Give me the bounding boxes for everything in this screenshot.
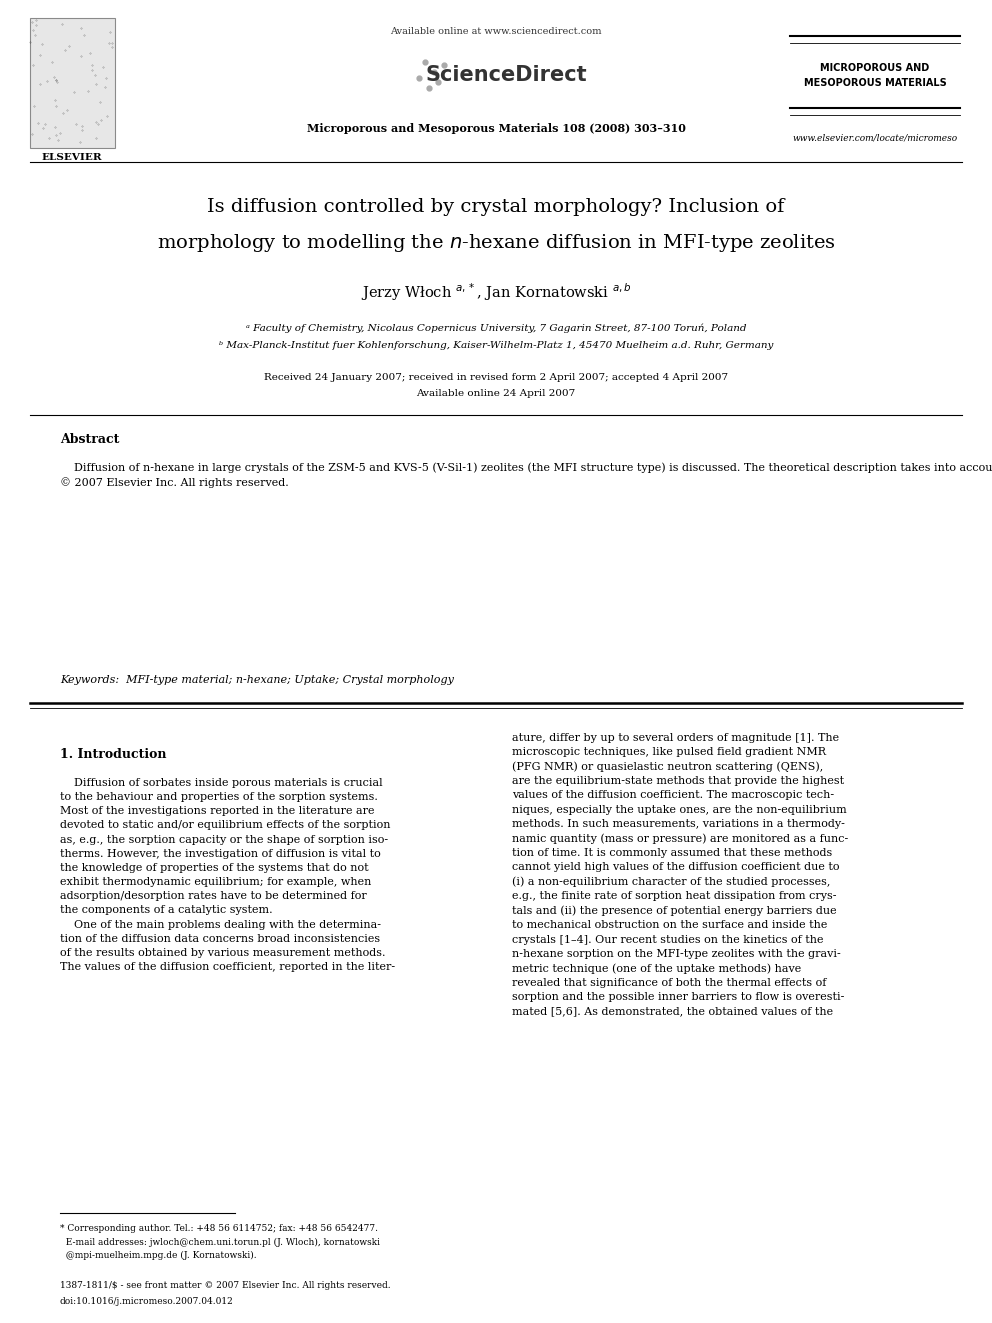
Text: ᵃ Faculty of Chemistry, Nicolaus Copernicus University, 7 Gagarin Street, 87-100: ᵃ Faculty of Chemistry, Nicolaus Coperni… [246,323,746,333]
Text: MICROPOROUS AND: MICROPOROUS AND [820,64,930,73]
Text: Available online 24 April 2007: Available online 24 April 2007 [417,389,575,397]
Text: Diffusion of sorbates inside porous materials is crucial
to the behaviour and pr: Diffusion of sorbates inside porous mate… [60,778,395,972]
Bar [30,19,115,148]
Text: Is diffusion controlled by crystal morphology? Inclusion of: Is diffusion controlled by crystal morph… [207,198,785,216]
Text: ScienceDirect: ScienceDirect [426,65,586,85]
Text: morphology to modelling the $n$-hexane diffusion in MFI-type zeolites: morphology to modelling the $n$-hexane d… [157,232,835,254]
Text: Diffusion of n-hexane in large crystals of the ZSM-5 and KVS-5 (V-Sil-1) zeolite: Diffusion of n-hexane in large crystals … [60,462,992,488]
Text: Abstract: Abstract [60,434,119,446]
Text: 1. Introduction: 1. Introduction [60,749,167,762]
Text: ᵇ Max-Planck-Institut fuer Kohlenforschung, Kaiser-Wilhelm-Platz 1, 45470 Muelhe: ᵇ Max-Planck-Institut fuer Kohlenforschu… [219,341,773,351]
Text: E-mail addresses: jwloch@chem.uni.torun.pl (J. Wloch), kornatowski: E-mail addresses: jwloch@chem.uni.torun.… [60,1238,380,1248]
Text: www.elsevier.com/locate/micromeso: www.elsevier.com/locate/micromeso [793,134,957,143]
Text: Keywords:  MFI-type material; n-hexane; Uptake; Crystal morphology: Keywords: MFI-type material; n-hexane; U… [60,675,454,685]
Text: * Corresponding author. Tel.: +48 56 6114752; fax: +48 56 6542477.: * Corresponding author. Tel.: +48 56 611… [60,1224,378,1233]
Text: ELSEVIER: ELSEVIER [42,153,102,163]
Text: 1387-1811/$ - see front matter © 2007 Elsevier Inc. All rights reserved.: 1387-1811/$ - see front matter © 2007 El… [60,1282,391,1290]
Text: Received 24 January 2007; received in revised form 2 April 2007; accepted 4 Apri: Received 24 January 2007; received in re… [264,373,728,381]
Text: @mpi-muelheim.mpg.de (J. Kornatowski).: @mpi-muelheim.mpg.de (J. Kornatowski). [60,1252,257,1259]
Text: MESOPOROUS MATERIALS: MESOPOROUS MATERIALS [804,78,946,89]
Text: Jerzy Włoch $^{a,*}$, Jan Kornatowski $^{a,b}$: Jerzy Włoch $^{a,*}$, Jan Kornatowski $^… [360,282,632,303]
Text: doi:10.1016/j.micromeso.2007.04.012: doi:10.1016/j.micromeso.2007.04.012 [60,1297,234,1306]
Text: Microporous and Mesoporous Materials 108 (2008) 303–310: Microporous and Mesoporous Materials 108… [307,123,685,134]
Text: Available online at www.sciencedirect.com: Available online at www.sciencedirect.co… [390,28,602,37]
Text: ature, differ by up to several orders of magnitude [1]. The
microscopic techniqu: ature, differ by up to several orders of… [512,733,848,1016]
